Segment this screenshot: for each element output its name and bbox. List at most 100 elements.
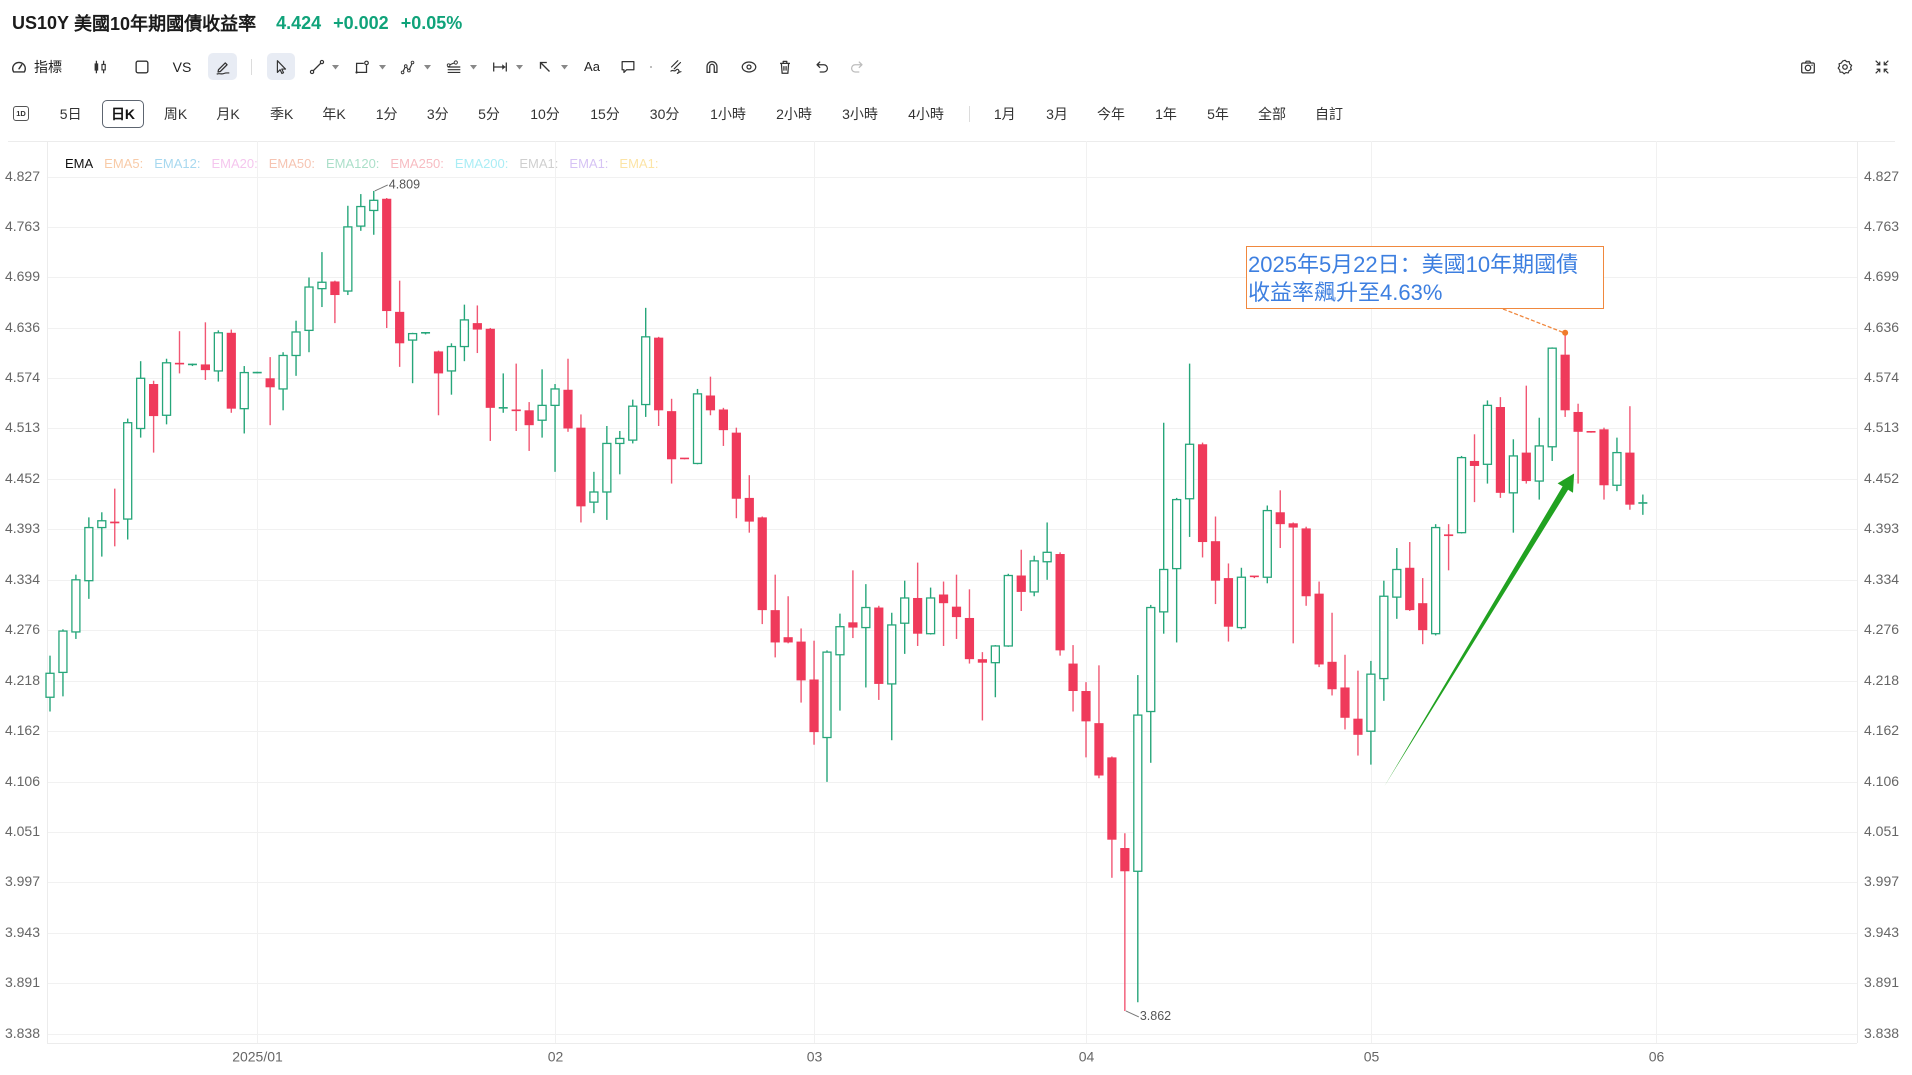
y-axis-label-right: 4.276 <box>1864 621 1899 637</box>
y-axis-label-left: 3.838 <box>5 1025 40 1041</box>
undo-button[interactable] <box>812 53 832 80</box>
candle-up <box>278 352 288 411</box>
period-1min[interactable]: 1分 <box>375 106 398 122</box>
magnet-tool[interactable] <box>702 53 722 80</box>
period-15min[interactable]: 15分 <box>590 106 620 122</box>
candle-body <box>1456 456 1467 534</box>
candle-down <box>783 596 793 644</box>
candle-down <box>1249 575 1259 579</box>
range-custom[interactable]: 自訂 <box>1315 106 1343 122</box>
candle-up <box>356 194 366 231</box>
candle-body <box>1431 526 1441 635</box>
candle-up <box>1508 439 1518 533</box>
candle-up <box>71 574 81 639</box>
candle-body <box>485 328 495 408</box>
layout-button[interactable] <box>131 53 152 80</box>
measure-tool[interactable] <box>490 53 510 80</box>
candle-body <box>835 626 845 656</box>
caret-down-icon <box>378 64 386 69</box>
candle-down <box>1444 524 1454 571</box>
trend-arrow <box>1384 473 1575 787</box>
period-3min[interactable]: 3分 <box>426 106 449 122</box>
period-monthly-k[interactable]: 月K <box>216 106 240 122</box>
candle-body <box>1508 455 1518 494</box>
candle-down <box>1210 516 1221 605</box>
text-tool[interactable]: Aa <box>580 53 604 80</box>
pattern-dropdown[interactable] <box>423 63 431 71</box>
candle-down <box>1016 549 1026 612</box>
candle-down <box>1288 522 1298 644</box>
redo-icon <box>850 60 863 73</box>
trend-line-tool[interactable] <box>307 53 327 80</box>
annotation-callout[interactable]: 2025年5月22日：美國10年期國債 收益率飆升至4.63% <box>1246 246 1604 309</box>
candle-body <box>304 286 314 332</box>
pattern-tool[interactable] <box>398 53 418 80</box>
rectangle-dropdown[interactable] <box>378 63 386 71</box>
candle-body <box>744 497 754 522</box>
candle-body <box>628 405 638 441</box>
y-axis-label-right: 4.574 <box>1864 369 1899 385</box>
period-quarterly-k[interactable]: 季K <box>270 106 294 122</box>
fibonacci-dropdown[interactable] <box>469 63 477 71</box>
candle-body <box>71 579 81 633</box>
screenshot-button[interactable] <box>1798 53 1818 80</box>
candle-up <box>1379 580 1389 701</box>
period-yearly-k[interactable]: 年K <box>322 106 346 122</box>
candle-body <box>395 311 405 344</box>
arrow-tool[interactable] <box>535 53 555 80</box>
period-5d[interactable]: 5日 <box>59 106 82 122</box>
indicator-legend[interactable]: EMA EMA5: EMA12: EMA20: EMA50: EMA120: E… <box>65 155 658 171</box>
cursor-tool-button[interactable] <box>267 53 295 80</box>
legend-ema1-b: EMA1: <box>569 155 609 171</box>
chart-settings-button[interactable] <box>1835 53 1855 80</box>
chart-type-button[interactable] <box>90 53 110 80</box>
range-all[interactable]: 全部 <box>1258 106 1286 122</box>
candle-up <box>1612 437 1622 492</box>
fibonacci-tool[interactable] <box>444 53 464 80</box>
range-ytd[interactable]: 今年 <box>1097 106 1125 122</box>
brush-tool[interactable] <box>666 53 686 80</box>
visibility-toggle[interactable] <box>739 53 759 80</box>
period-1h[interactable]: 1小時 <box>710 106 746 122</box>
measure-range-icon <box>493 62 507 71</box>
range-5y[interactable]: 5年 <box>1207 106 1229 122</box>
range-1m[interactable]: 1月 <box>993 106 1016 122</box>
candle-body <box>407 332 418 341</box>
x-axis-label: 02 <box>548 1049 564 1065</box>
candle-body <box>589 491 599 503</box>
candle-up <box>317 252 327 308</box>
period-weekly-k[interactable]: 周K <box>163 106 188 122</box>
period-4h[interactable]: 4小時 <box>908 106 944 122</box>
candle-body <box>874 607 884 684</box>
period-10min[interactable]: 10分 <box>530 106 560 122</box>
rectangle-tool[interactable] <box>352 53 372 80</box>
annotation-line-2: 收益率飆升至4.63% <box>1248 280 1443 305</box>
toolbar-divider <box>251 59 252 75</box>
candle-down <box>174 331 185 374</box>
range-3m[interactable]: 3月 <box>1046 106 1068 122</box>
comment-tool[interactable] <box>618 53 638 80</box>
gauge-icon <box>12 61 26 73</box>
redo-button[interactable] <box>847 53 867 80</box>
period-5min[interactable]: 5分 <box>478 106 500 122</box>
square-icon <box>134 59 149 74</box>
compare-button[interactable]: VS <box>170 53 194 80</box>
period-30min[interactable]: 30分 <box>649 106 680 122</box>
exit-fullscreen-button[interactable] <box>1872 53 1892 80</box>
candle-body <box>1495 407 1505 493</box>
period-3h[interactable]: 3小時 <box>842 106 878 122</box>
delete-drawings-button[interactable] <box>775 53 795 80</box>
range-1y[interactable]: 1年 <box>1155 106 1177 122</box>
drawing-toggle-button[interactable] <box>208 53 237 80</box>
measure-dropdown[interactable] <box>515 63 523 71</box>
timezone-badge-button[interactable]: 1D <box>13 106 29 121</box>
period-daily-k[interactable]: 日K <box>102 100 144 128</box>
period-2h[interactable]: 2小時 <box>776 106 812 122</box>
candle-down <box>1405 542 1415 612</box>
arrow-dropdown[interactable] <box>560 63 568 71</box>
candle-up <box>97 512 107 557</box>
candle-down <box>874 605 884 700</box>
trend-line-dropdown[interactable] <box>331 63 339 71</box>
indicators-button[interactable]: 指標 <box>10 53 66 80</box>
candle-up <box>925 587 936 635</box>
